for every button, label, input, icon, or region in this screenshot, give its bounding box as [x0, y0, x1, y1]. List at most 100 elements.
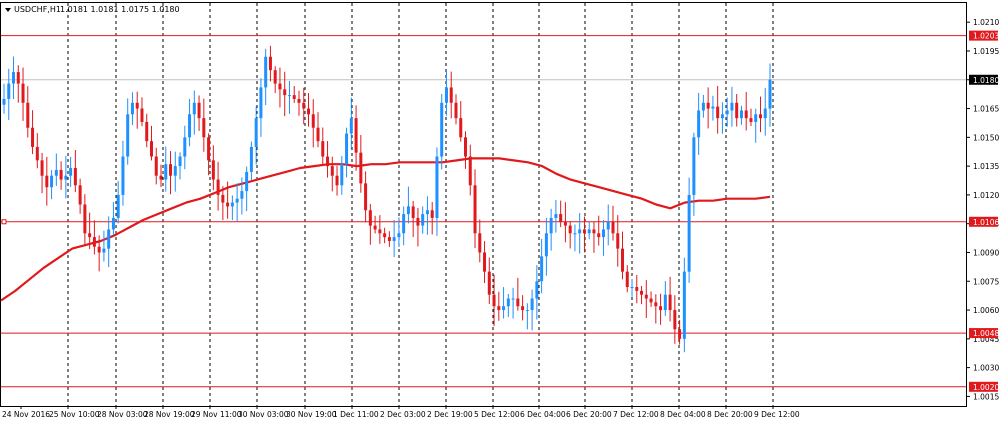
candle-body	[149, 141, 153, 157]
x-tick-label: 8 Dec 04:00	[660, 410, 706, 419]
candle-body	[535, 281, 539, 299]
candle-body	[530, 298, 534, 311]
x-tick-label: 8 Dec 20:00	[707, 410, 753, 419]
candle-body	[397, 233, 401, 238]
level-price-tag	[969, 216, 998, 227]
candle-body	[730, 102, 734, 111]
candle-body	[739, 110, 743, 119]
level-price-label: 1.0048	[973, 329, 999, 338]
candle-body	[202, 118, 206, 138]
candle-body	[549, 217, 553, 234]
x-tick-label: 25 Nov 10:00	[49, 410, 100, 419]
y-tick-label: 1.0195	[973, 47, 999, 56]
candle-body	[107, 229, 111, 249]
x-tick-label: 1 Dec 11:00	[333, 410, 379, 419]
candle-body	[297, 98, 301, 103]
horizontal-levels[interactable]	[1, 35, 966, 388]
x-tick-label: 29 Nov 11:00	[191, 410, 242, 419]
dropdown-triangle-icon[interactable]	[5, 8, 11, 12]
candle-body	[130, 102, 134, 115]
level-anchor-handle[interactable]	[1, 219, 7, 225]
candle-body	[268, 56, 272, 71]
candle-body	[682, 271, 686, 339]
candle-body	[340, 164, 344, 186]
candle-body	[364, 183, 368, 211]
candle-body	[135, 102, 139, 109]
candle-body	[306, 108, 310, 115]
candle-body	[625, 271, 629, 288]
candle-body	[278, 83, 282, 90]
y-tick-label: 1.0120	[973, 191, 999, 200]
candle-body	[521, 306, 525, 311]
candle-body	[440, 102, 444, 157]
candle-body	[425, 210, 429, 215]
candle-body	[88, 233, 92, 238]
candle-body	[430, 210, 434, 218]
candle-body	[368, 210, 372, 226]
candle-body	[516, 298, 520, 307]
candle-body	[64, 175, 68, 180]
candle-body	[16, 72, 20, 84]
y-tick-label: 1.0075	[973, 277, 999, 286]
candle-body	[178, 156, 182, 167]
candles-layer	[2, 45, 772, 353]
candle-body	[668, 294, 672, 311]
x-tick-label: 28 Nov 19:00	[144, 410, 195, 419]
candle-body	[116, 194, 120, 218]
candle-body	[354, 118, 358, 153]
candle-body	[21, 83, 25, 103]
candle-body	[649, 298, 653, 303]
y-tick-label: 1.0210	[973, 18, 999, 27]
current-price-label: 1.0180	[973, 76, 999, 85]
candle-body	[154, 156, 158, 176]
candle-body	[497, 306, 501, 311]
candle-body	[587, 229, 591, 234]
candle-body	[40, 160, 44, 176]
x-tick-label: 30 Nov 19:00	[286, 410, 337, 419]
candle-body	[192, 102, 196, 115]
candle-body	[402, 214, 406, 234]
candle-body	[54, 169, 58, 176]
candle-body	[373, 225, 377, 230]
candle-body	[582, 229, 586, 234]
candle-body	[630, 287, 634, 289]
candle-body	[126, 114, 130, 157]
candle-body	[578, 229, 582, 234]
candle-body	[673, 310, 677, 330]
candle-body	[97, 246, 101, 253]
candle-body	[387, 237, 391, 241]
ohlc-readout: 1.0181 1.0181 1.0175 1.0180	[60, 5, 180, 14]
candle-body	[711, 106, 715, 109]
y-tick-label: 1.0150	[973, 133, 999, 142]
candle-body	[592, 229, 596, 234]
candle-body	[454, 102, 458, 119]
candle-body	[492, 294, 496, 307]
level-price-label: 1.0203	[973, 32, 999, 41]
candle-body	[411, 206, 415, 218]
x-tick-label: 2 Dec 03:00	[380, 410, 426, 419]
candle-body	[92, 237, 96, 247]
candle-body	[111, 217, 115, 230]
candle-body	[287, 95, 291, 97]
candle-body	[573, 233, 577, 235]
x-tick-label: 7 Dec 12:00	[613, 410, 659, 419]
moving-average-line	[0, 157, 771, 302]
candle-body	[7, 83, 11, 99]
candle-body	[59, 169, 63, 180]
plot-frame	[0, 2, 967, 407]
candle-body	[568, 225, 572, 234]
y-tick-label: 1.0015	[973, 392, 999, 401]
candle-body	[283, 89, 287, 96]
y-tick-label: 1.0165	[973, 105, 999, 114]
candle-body	[359, 152, 363, 184]
x-tick-label: 6 Dec 20:00	[566, 410, 612, 419]
candle-body	[50, 175, 54, 188]
candle-body	[554, 214, 558, 218]
candle-body	[720, 114, 724, 119]
candle-body	[478, 233, 482, 253]
candle-body	[164, 164, 168, 180]
level-price-tag	[969, 328, 998, 339]
candle-body	[235, 198, 239, 203]
